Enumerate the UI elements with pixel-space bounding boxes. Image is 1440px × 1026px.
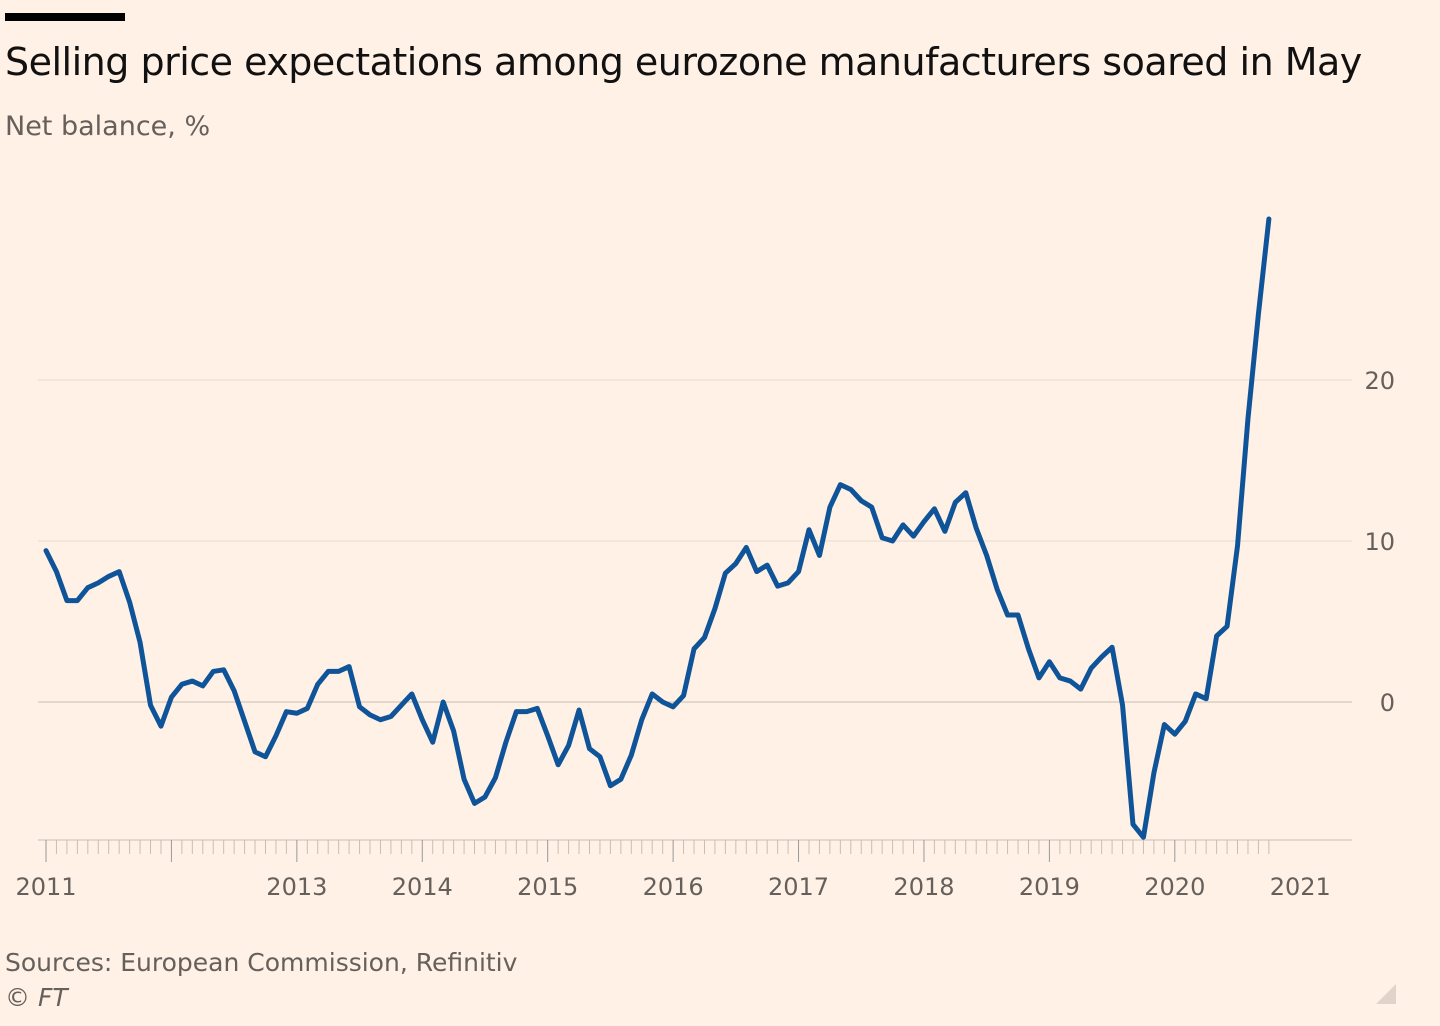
y-tick-label-0: 0 — [1380, 689, 1395, 717]
y-tick-label-10: 10 — [1364, 528, 1395, 556]
x-tick-label-2014: 2014 — [392, 873, 453, 901]
grid-layer — [38, 379, 1352, 703]
x-tick-label-2011: 2011 — [15, 873, 76, 901]
x-tick-label-2019: 2019 — [1019, 873, 1080, 901]
source-note: Sources: European Commission, Refinitiv — [5, 948, 518, 977]
x-tick-label-2016: 2016 — [643, 873, 704, 901]
chart-subtitle: Net balance, % — [5, 111, 211, 142]
y-axis: 0 10 20 — [1364, 367, 1395, 717]
series-layer — [43, 216, 1272, 840]
brand-bar — [5, 13, 125, 21]
series-line-selling-price-expectations — [43, 216, 1272, 840]
resize-corner-icon — [1376, 984, 1396, 1004]
chart-title: Selling price expectations among eurozon… — [5, 40, 1362, 84]
x-tick-label-2013: 2013 — [266, 873, 327, 901]
x-tick-label-2015: 2015 — [517, 873, 578, 901]
x-tick-label-2018: 2018 — [893, 873, 954, 901]
copyright-credit: © FT — [5, 983, 68, 1012]
x-tick-label-2021: 2021 — [1270, 873, 1331, 901]
x-axis: 2011 2013 2014 2015 2016 2017 2018 2019 2020 2021 — [15, 839, 1352, 901]
y-tick-label-20: 20 — [1364, 367, 1395, 395]
x-tick-label-2020: 2020 — [1144, 873, 1205, 901]
x-tick-label-2017: 2017 — [768, 873, 829, 901]
